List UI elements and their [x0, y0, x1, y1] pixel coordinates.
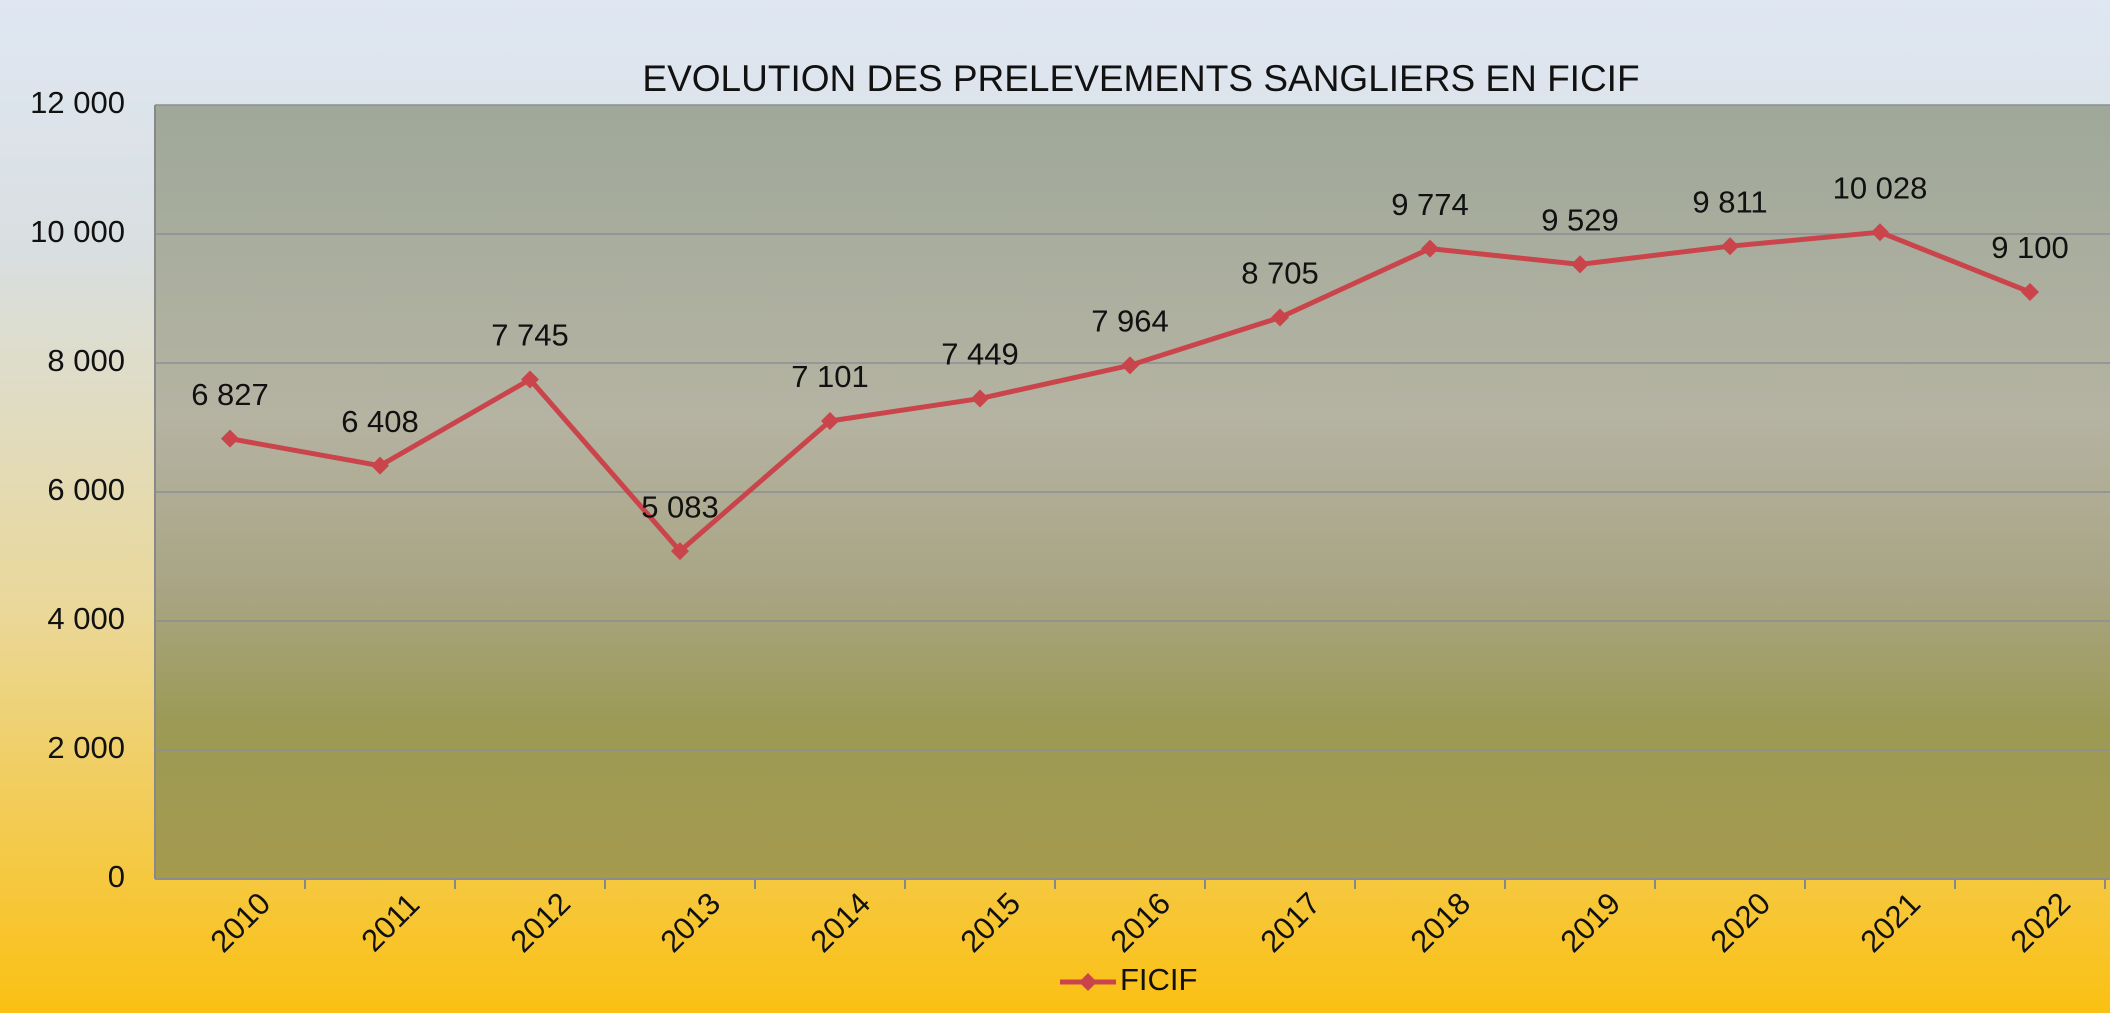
data-label: 9 811 — [1692, 184, 1767, 219]
data-label: 7 101 — [791, 359, 869, 394]
data-label: 6 408 — [341, 404, 419, 439]
legend-label: FICIF — [1120, 962, 1198, 997]
y-tick-label: 8 000 — [47, 343, 125, 378]
y-tick-label: 12 000 — [30, 85, 125, 120]
chart-title: EVOLUTION DES PRELEVEMENTS SANGLIERS EN … — [642, 58, 1639, 99]
data-label: 7 449 — [941, 337, 1019, 372]
y-tick-label: 0 — [108, 859, 125, 894]
data-label: 5 083 — [641, 489, 719, 524]
y-tick-label: 4 000 — [47, 601, 125, 636]
data-label: 7 964 — [1091, 304, 1169, 339]
data-label: 8 705 — [1241, 256, 1319, 291]
data-label: 9 529 — [1541, 203, 1619, 238]
data-label: 7 745 — [491, 318, 569, 353]
y-tick-label: 10 000 — [30, 214, 125, 249]
data-label: 9 100 — [1991, 230, 2069, 265]
data-label: 10 028 — [1833, 170, 1928, 205]
chart: EVOLUTION DES PRELEVEMENTS SANGLIERS EN … — [0, 0, 2110, 1013]
data-label: 9 774 — [1391, 187, 1469, 222]
y-tick-label: 6 000 — [47, 472, 125, 507]
data-label: 6 827 — [191, 377, 269, 412]
y-tick-label: 2 000 — [47, 730, 125, 765]
